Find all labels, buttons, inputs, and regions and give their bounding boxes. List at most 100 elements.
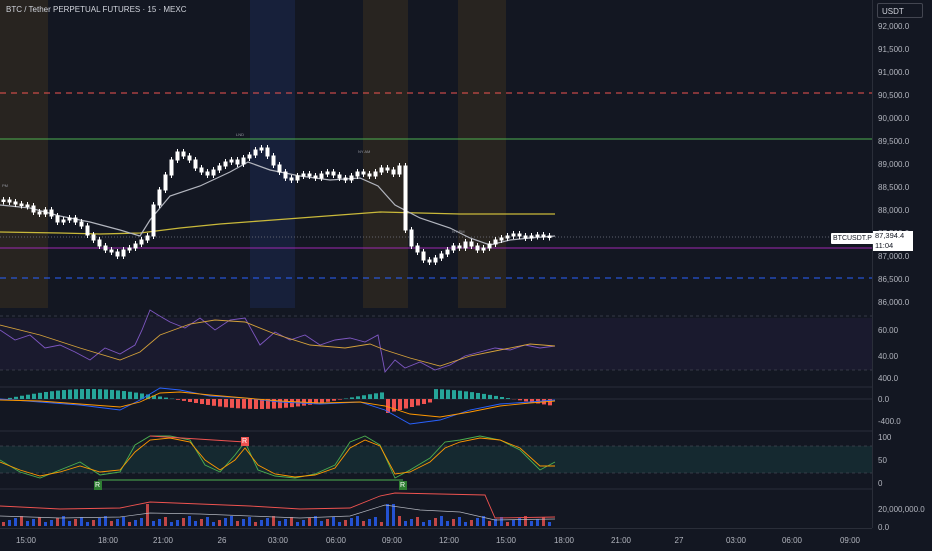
time-label: 15:00 <box>496 536 516 545</box>
macd-bar <box>8 398 12 399</box>
time-label: 26 <box>218 536 227 545</box>
macd-bar <box>428 399 432 403</box>
price-chart[interactable] <box>0 0 872 528</box>
candle-body <box>488 244 491 248</box>
macd-bar <box>434 389 438 399</box>
candle-body <box>524 236 527 238</box>
candle-body <box>356 172 359 176</box>
macd-bar <box>242 399 246 409</box>
macd-bar <box>218 399 222 407</box>
volume-bar <box>428 520 431 526</box>
volume-bar <box>212 522 215 526</box>
macd-bar <box>344 398 348 399</box>
macd-bar <box>254 399 258 409</box>
candle-body <box>446 250 449 254</box>
volume-bar <box>56 518 59 526</box>
candle-body <box>440 254 443 258</box>
candle-body <box>518 234 521 236</box>
macd-bar <box>164 398 168 399</box>
price-axis[interactable] <box>872 0 932 528</box>
volume-bar <box>368 519 371 526</box>
macd-bar <box>524 399 528 401</box>
candle-body <box>248 155 251 158</box>
macd-bar <box>86 389 90 399</box>
time-label: 15:00 <box>16 536 36 545</box>
symbol-badge: BTCUSDT.P <box>831 233 874 244</box>
macd-bar <box>206 399 210 405</box>
volume-bar <box>152 521 155 526</box>
current-price-badge: 87,394.4 11:04 <box>873 231 913 251</box>
volume-bar <box>236 521 239 526</box>
candle-body <box>272 156 275 165</box>
time-label: 06:00 <box>326 536 346 545</box>
volume-bar <box>326 519 329 526</box>
candle-body <box>254 150 257 155</box>
volume-bar <box>506 522 509 526</box>
volume-bar <box>242 519 245 526</box>
macd-bar <box>374 393 378 399</box>
macd-bar <box>38 393 42 399</box>
candle-body <box>110 250 113 252</box>
macd-bar <box>44 392 48 399</box>
rsi-pane-band <box>0 318 872 370</box>
candle-body <box>230 160 233 162</box>
volume-bar <box>266 518 269 526</box>
volume-bar <box>110 521 113 526</box>
time-label: 03:00 <box>726 536 746 545</box>
volume-bar <box>218 520 221 526</box>
candle-body <box>470 242 473 246</box>
candle-body <box>422 252 425 260</box>
candle-body <box>386 168 389 170</box>
candle-body <box>506 236 509 238</box>
macd-bar <box>14 397 18 399</box>
macd-bar <box>482 394 486 399</box>
volume-bar <box>170 522 173 526</box>
candle-body <box>164 175 167 190</box>
macd-bar <box>56 391 60 399</box>
candle-body <box>86 226 89 235</box>
volume-bar <box>254 522 257 526</box>
currency-button[interactable]: USDT <box>877 3 923 18</box>
session-note-2: LND <box>236 132 244 137</box>
macd-bar <box>20 396 24 399</box>
volume-bar <box>62 516 65 526</box>
candle-body <box>14 202 17 204</box>
candle-body <box>224 162 227 166</box>
candle-body <box>266 148 269 156</box>
candle-body <box>62 220 65 222</box>
candle-body <box>188 156 191 160</box>
candle-body <box>350 176 353 180</box>
macd-bar <box>224 399 228 407</box>
volume-bar <box>20 516 23 526</box>
macd-bar <box>230 399 234 408</box>
time-label: 21:00 <box>611 536 631 545</box>
price-label: 87,000.0 <box>878 252 909 261</box>
candle-body <box>314 176 317 178</box>
price-label: 88,500.0 <box>878 183 909 192</box>
candle-body <box>410 230 413 246</box>
candle-body <box>2 200 5 202</box>
volume-bar <box>488 521 491 526</box>
volume-bar <box>146 504 149 526</box>
candle-body <box>542 235 545 237</box>
volume-bar <box>530 521 533 526</box>
macd-bar <box>470 392 474 399</box>
candle-body <box>128 248 131 250</box>
current-price-value: 87,394.4 <box>875 231 913 241</box>
volume-bar <box>548 522 551 526</box>
volume-bar <box>332 517 335 526</box>
macd-bar <box>416 399 420 406</box>
volume-bar <box>398 516 401 526</box>
macd-bar <box>464 391 468 399</box>
volume-bar <box>458 517 461 526</box>
volume-bar <box>350 518 353 526</box>
candle-body <box>428 260 431 262</box>
candle-body <box>80 222 83 226</box>
volume-bar <box>134 520 137 526</box>
macd-bar <box>356 396 360 399</box>
price-label: 89,500.0 <box>878 137 909 146</box>
volume-bar <box>464 522 467 526</box>
volume-bar <box>290 517 293 526</box>
candle-body <box>26 205 29 207</box>
price-label: 91,500.0 <box>878 45 909 54</box>
